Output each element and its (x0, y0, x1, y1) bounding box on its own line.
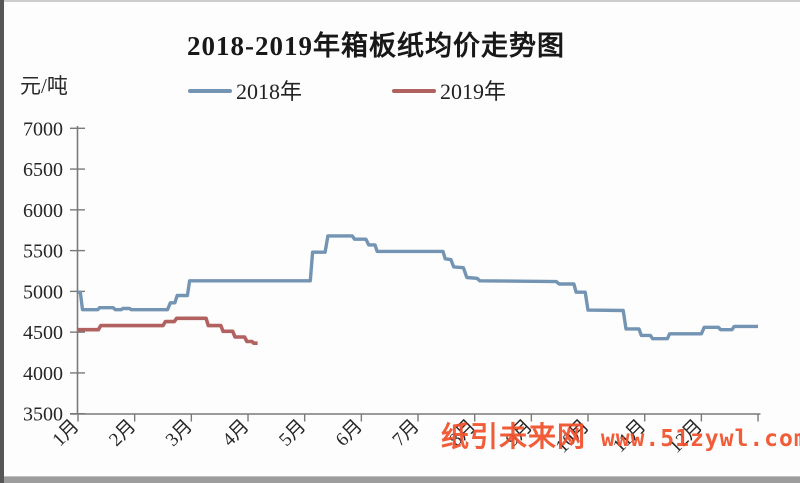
page-top-border (0, 0, 800, 2)
y-axis-tick-label: 3500 (23, 404, 63, 426)
y-axis-tick-label: 4000 (23, 363, 63, 385)
legend-item-2018: 2018年 (188, 74, 302, 106)
y-axis-tick-label: 7000 (23, 118, 63, 140)
y-axis-tick-label: 5500 (23, 241, 63, 263)
legend-label-2018: 2018年 (236, 79, 303, 104)
legend-item-2019: 2019年 (392, 74, 506, 106)
y-axis-unit-label: 元/吨 (20, 74, 68, 98)
watermark-url: www.51zywl.com (586, 426, 800, 452)
page-left-border (0, 0, 4, 483)
series-line-2018年 (78, 234, 758, 341)
y-axis-tick-label: 5000 (23, 281, 63, 303)
chart-title: 2018-2019年箱板纸均价走势图 (187, 31, 565, 61)
legend-swatch-2019-line (392, 89, 436, 93)
y-axis-tick-label: 6000 (23, 200, 63, 222)
watermark-site-name: 纸引未来网 (441, 422, 587, 453)
y-axis-tick-label: 4500 (23, 322, 63, 344)
y-axis-tick-label: 6500 (23, 159, 63, 181)
watermark: 纸引未来网 www.51zywl.com (441, 415, 800, 455)
page-bottom-border (0, 476, 800, 483)
series-line-2019年 (78, 316, 258, 346)
legend-swatch-2018-line (188, 89, 232, 93)
legend-label-2019: 2019年 (440, 79, 507, 104)
